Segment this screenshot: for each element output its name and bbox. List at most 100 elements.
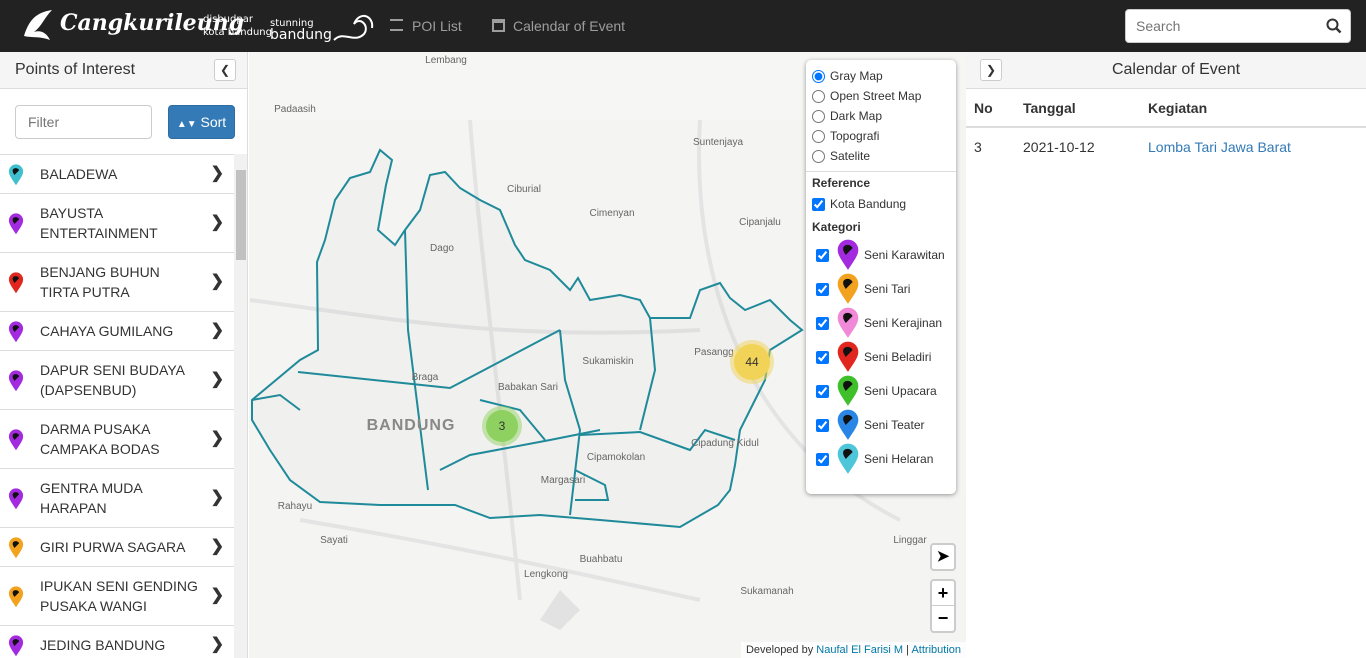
- sort-button[interactable]: ▲▼ Sort: [168, 105, 235, 139]
- scrollbar[interactable]: [234, 154, 247, 658]
- marker-pin: [837, 273, 859, 304]
- basemap-option[interactable]: Open Street Map: [812, 86, 950, 106]
- filter-input[interactable]: [15, 105, 152, 139]
- basemap-radio[interactable]: [812, 149, 825, 163]
- city-boundary: [251, 148, 804, 529]
- poi-item[interactable]: GENTRA MUDA HARAPAN ❯: [0, 468, 234, 527]
- poi-name: JEDING BANDUNG: [40, 637, 166, 653]
- basemap-radio[interactable]: [812, 129, 825, 143]
- category-checkbox[interactable]: [816, 282, 829, 296]
- marker-glyph: [12, 541, 20, 548]
- expand-button[interactable]: ❯: [980, 59, 1002, 81]
- table-cell: Lomba Tari Jawa Barat: [1140, 127, 1366, 165]
- group-title: Reference: [812, 176, 871, 190]
- cluster-core: [734, 344, 770, 380]
- cluster-marker[interactable]: 3: [482, 406, 522, 446]
- scrollbar-thumb[interactable]: [236, 170, 246, 260]
- poi-item[interactable]: JEDING BANDUNG ❯: [0, 625, 234, 658]
- poi-item[interactable]: DAPUR SENI BUDAYA (DAPSENBUD) ❯: [0, 350, 234, 409]
- basemap-label: Open Street Map: [830, 89, 922, 103]
- event-link[interactable]: Lomba Tari Jawa Barat: [1148, 138, 1291, 155]
- poi-list: BALADEWA ❯ BAYUSTA ENTERTAINMENT ❯ BENJANG B…: [0, 154, 234, 658]
- map[interactable]: Lembang Padaasih Suntenjaya Ciburial Cimenya…: [249, 52, 966, 658]
- category-option[interactable]: Seni Kerajinan: [812, 306, 950, 340]
- poi-item[interactable]: BAYUSTA ENTERTAINMENT ❯: [0, 193, 234, 252]
- locate-button[interactable]: ➤: [930, 543, 956, 571]
- marker-icon: [8, 537, 24, 559]
- poi-item[interactable]: BENJANG BUHUN TIRTA PUTRA ❯: [0, 252, 234, 311]
- basemap-radio[interactable]: [812, 89, 825, 103]
- basemap-radio[interactable]: [812, 109, 825, 123]
- zoom-out[interactable]: −: [937, 608, 949, 628]
- poi-item[interactable]: BALADEWA ❯: [0, 154, 234, 193]
- marker-pin: [837, 239, 859, 270]
- separator: [806, 171, 956, 172]
- poi-item[interactable]: CAHAYA GUMILANG ❯: [0, 311, 234, 350]
- poi-name: DARMA PUSAKA CAMPAKA BODAS: [40, 421, 160, 457]
- attribution-link[interactable]: Attribution: [911, 644, 961, 656]
- place-label: Pasangg: [694, 347, 733, 358]
- basemap-option[interactable]: Topografi: [812, 126, 950, 146]
- marker-glyph: [12, 325, 20, 332]
- zoom-in[interactable]: +: [932, 581, 954, 606]
- marker-glyph: [12, 168, 20, 175]
- basemap-option[interactable]: Dark Map: [812, 106, 950, 126]
- category-label: Seni Teater: [864, 418, 925, 432]
- cluster-marker[interactable]: 44: [730, 340, 774, 384]
- zoom-control: + −: [930, 579, 956, 633]
- category-option[interactable]: Seni Upacara: [812, 374, 950, 408]
- table-header: No Tanggal Kegiatan: [966, 90, 1366, 128]
- calendar-header: ❯ Calendar of Event: [966, 52, 1366, 89]
- nav-link[interactable]: POI List: [412, 18, 462, 34]
- district-boundary: [574, 469, 610, 501]
- search-input[interactable]: [1125, 9, 1351, 43]
- place-label: Margasari: [541, 475, 585, 486]
- category-checkbox[interactable]: [816, 384, 829, 398]
- chevron: ❯: [210, 214, 224, 231]
- search-icon[interactable]: [1326, 18, 1342, 34]
- marker-glyph: [843, 448, 853, 459]
- place-label: Buahbatu: [580, 554, 623, 565]
- author-link[interactable]: Naufal El Farisi M: [816, 644, 904, 656]
- district-boundary: [479, 399, 546, 441]
- marker-pin: [8, 213, 24, 235]
- chevron: ❯: [210, 430, 224, 447]
- poi-item[interactable]: DARMA PUSAKA CAMPAKA BODAS ❯: [0, 409, 234, 468]
- category-option[interactable]: Seni Beladiri: [812, 340, 950, 374]
- marker-glyph: [843, 312, 853, 323]
- category-checkbox[interactable]: [816, 418, 829, 432]
- category-label: Seni Kerajinan: [864, 316, 943, 330]
- category-option[interactable]: Seni Tari: [812, 272, 950, 306]
- district-boundary: [404, 229, 429, 491]
- category-option[interactable]: Seni Helaran: [812, 442, 950, 476]
- category-checkbox[interactable]: [816, 452, 829, 466]
- chevron: ❯: [210, 587, 224, 604]
- basemap-radio[interactable]: [812, 69, 825, 83]
- category-checkbox[interactable]: [816, 316, 829, 330]
- place-label: Lembang: [425, 55, 467, 66]
- marker-pin: [8, 370, 24, 392]
- category-option[interactable]: Seni Teater: [812, 408, 950, 442]
- collapse-button[interactable]: ❮: [214, 59, 236, 81]
- marker-glyph: [12, 590, 20, 597]
- poi-item[interactable]: GIRI PURWA SAGARA ❯: [0, 527, 234, 566]
- brand[interactable]: Cangkurileung: [60, 10, 245, 36]
- reference-option[interactable]: Kota Bandung: [812, 194, 950, 214]
- calendar-table: No Tanggal Kegiatan 3 2021-10-12 Lomba Tari J…: [966, 90, 1366, 165]
- marker-icon: [8, 370, 24, 392]
- column-header: Kegiatan: [1140, 90, 1366, 128]
- basemap-option[interactable]: Gray Map: [812, 66, 950, 86]
- category-checkbox[interactable]: [816, 350, 829, 364]
- category-checkbox[interactable]: [816, 248, 829, 262]
- sidebar-title: Points of Interest: [15, 61, 136, 78]
- marker-icon: [837, 409, 859, 440]
- reference-checkbox[interactable]: [812, 197, 825, 211]
- list-icon: [390, 19, 403, 31]
- attribution-prefix: Developed by: [745, 644, 814, 656]
- poi-item[interactable]: IPUKAN SENI GENDING PUSAKA WANGI ❯: [0, 566, 234, 625]
- marker-icon: [8, 635, 24, 657]
- terrain: [540, 590, 580, 630]
- category-option[interactable]: Seni Karawitan: [812, 238, 950, 272]
- basemap-option[interactable]: Satelite: [812, 146, 950, 166]
- nav-link[interactable]: Calendar of Event: [513, 18, 626, 34]
